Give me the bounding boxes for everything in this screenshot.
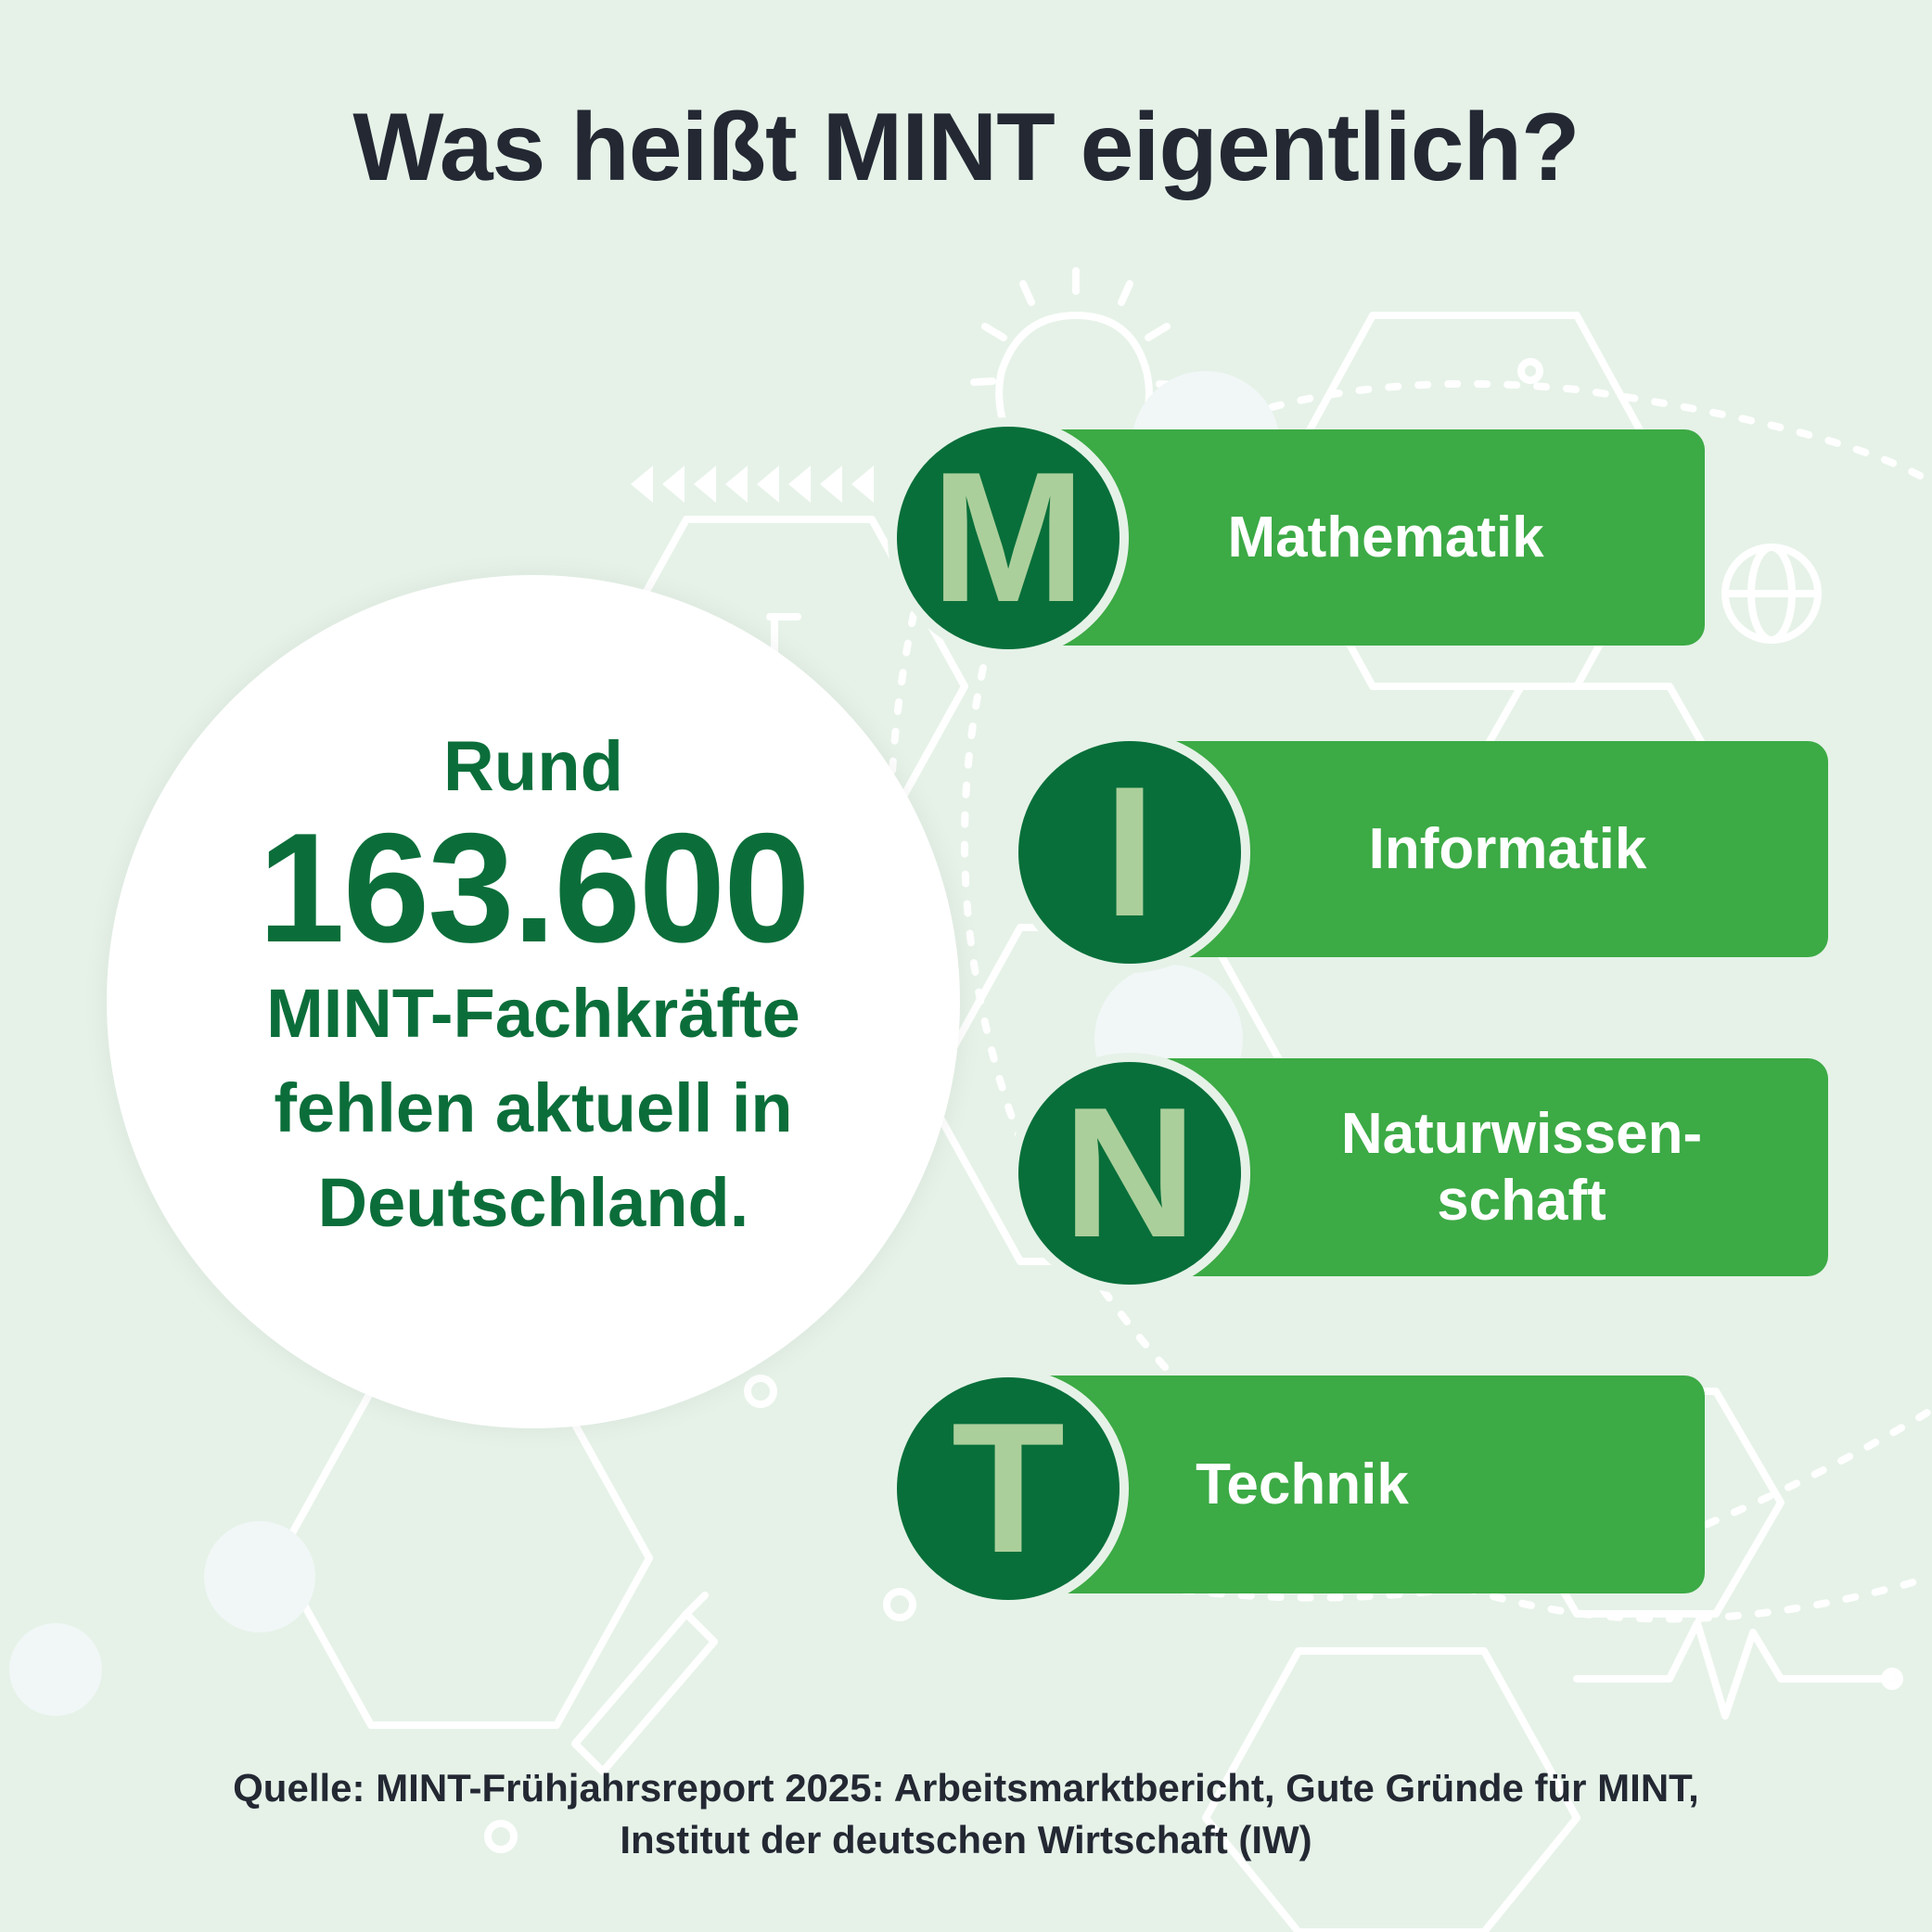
- heartbeat-icon: [1573, 1619, 1896, 1720]
- mint-item-label: Mathematik: [1227, 505, 1544, 569]
- label-pill: Naturwissen- schaft: [1150, 1058, 1828, 1276]
- syringe-icon: [571, 1592, 718, 1775]
- letter-circle-n: N: [1009, 1053, 1250, 1294]
- mint-item-label-line-2: schaft: [1437, 1168, 1606, 1233]
- mint-letter: M: [930, 434, 1086, 641]
- shortage-stat-circle: Rund 163.600 MINT-Fachkräfte fehlen aktu…: [107, 575, 960, 1428]
- source-line-1: Quelle: MINT-Frühjahrsreport 2025: Arbei…: [233, 1766, 1699, 1810]
- label-pill: Mathematik: [1030, 429, 1705, 646]
- page-title: Was heißt MINT eigentlich?: [352, 94, 1580, 201]
- letter-circle-m: M: [888, 417, 1129, 659]
- label-pill: Informatik: [1150, 741, 1828, 957]
- label-pill: Technik: [1030, 1375, 1705, 1593]
- mint-letter: N: [1062, 1069, 1197, 1276]
- mint-item-label: Technik: [1196, 1452, 1409, 1516]
- source-line-2: Institut der deutschen Wirtschaft (IW): [620, 1818, 1312, 1862]
- stat-line-2: fehlen aktuell in: [274, 1069, 793, 1146]
- arrow-triangles-decoration: [631, 466, 874, 503]
- stat-line-1: MINT-Fachkräfte: [266, 975, 800, 1052]
- mint-letter: T: [951, 1385, 1066, 1592]
- mint-item-label-line-1: Naturwissen-: [1340, 1101, 1703, 1166]
- letter-circle-i: I: [1009, 732, 1250, 973]
- stat-prefix: Rund: [442, 727, 624, 806]
- mint-letter: I: [1104, 748, 1156, 955]
- letter-circle-t: T: [888, 1368, 1129, 1609]
- source-citation: Quelle: MINT-Frühjahrsreport 2025: Arbei…: [0, 1762, 1932, 1866]
- stat-line-3: Deutschland.: [317, 1164, 749, 1241]
- mint-item-label: Informatik: [1368, 816, 1647, 881]
- stat-number: 163.600: [258, 800, 810, 975]
